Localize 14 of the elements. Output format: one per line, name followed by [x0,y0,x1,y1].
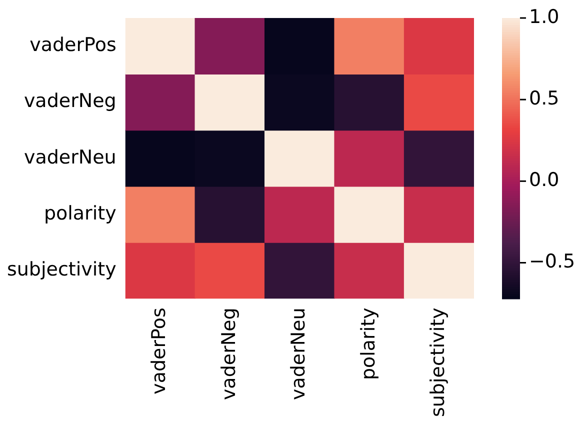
color-bar-label: 0.5 [529,88,560,110]
y-tick-label: vaderNeg [24,90,116,112]
x-tick-label: subjectivity [427,308,450,418]
y-tick-label: vaderNeu [24,146,116,168]
x-tick-label: polarity [357,308,380,380]
color-bar-label: 0.0 [529,169,560,192]
x-tick-label: vaderNeg [218,308,240,400]
y-tick-label: vaderPos [30,34,116,56]
color-bar-label: −0.5 [529,250,576,273]
x-tick-label: vaderNeu [288,308,310,400]
y-tick-label: subjectivity [6,258,116,281]
x-tick-label: vaderPos [148,308,170,394]
y-tick-label: polarity [44,202,116,224]
color-bar-label: 1.0 [529,6,560,28]
